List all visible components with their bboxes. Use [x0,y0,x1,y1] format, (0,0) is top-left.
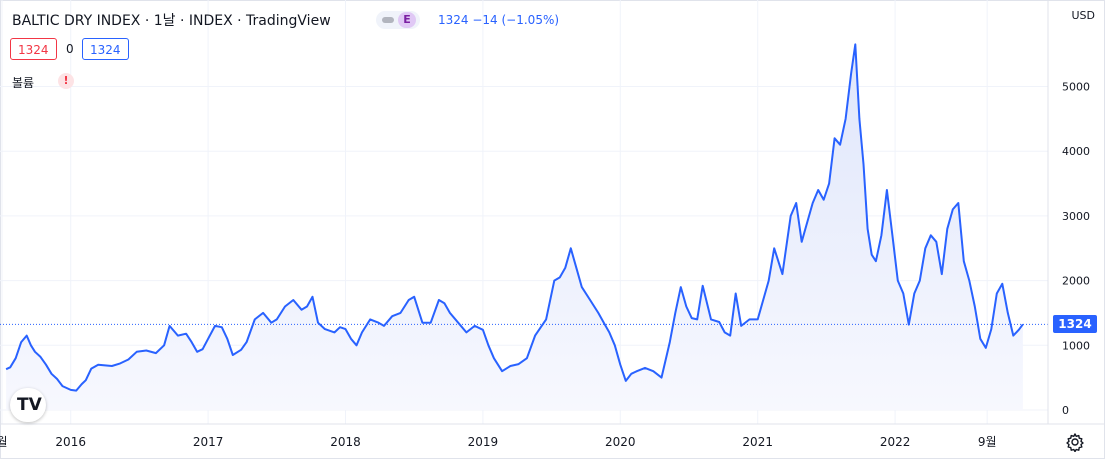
last-quote: 1324 −14 (−1.05%) [438,13,560,27]
y-tick-label: 3000 [1062,210,1090,223]
warning-icon[interactable]: ! [58,73,74,89]
y-tick-label: 2000 [1062,275,1090,288]
eye-icon [382,17,394,23]
gear-icon[interactable] [1065,432,1085,452]
close-price-box: 1324 [82,38,129,60]
tradingview-logo-icon[interactable]: TV [10,388,46,422]
event-letter: E [398,12,416,28]
open-price-box: 1324 [10,38,57,60]
y-tick-label: 1000 [1062,339,1090,352]
y-tick-label: 0 [1062,404,1069,417]
x-tick-label: 2019 [468,435,499,449]
symbol-title[interactable]: BALTIC DRY INDEX · 1날 · INDEX · TradingV… [12,13,331,29]
volume-label[interactable]: 볼륨 [12,76,35,90]
x-tick-label: 2017 [193,435,224,449]
y-axis-labels: 0 1000 2000 3000 4000 5000 [1062,81,1090,418]
y-tick-label: 4000 [1062,145,1090,158]
price-line [5,43,1024,392]
price-area-fill [6,44,1023,411]
x-tick-label: 월 [0,435,8,449]
x-tick-label: 9월 [978,435,997,449]
change-value: 0 [66,42,74,56]
currency-selector[interactable]: USD [1071,9,1095,22]
x-axis-labels: 월 2016 2017 2018 2019 2020 2021 2022 9월 [0,435,997,449]
x-tick-label: 2016 [55,435,86,449]
x-tick-label: 2022 [880,435,911,449]
x-tick-label: 2018 [330,435,361,449]
x-tick-label: 2020 [605,435,636,449]
last-price-tag: 1324 [1053,315,1097,334]
x-tick-label: 2021 [742,435,773,449]
event-badge[interactable]: E [376,11,420,29]
y-tick-label: 5000 [1062,81,1090,94]
